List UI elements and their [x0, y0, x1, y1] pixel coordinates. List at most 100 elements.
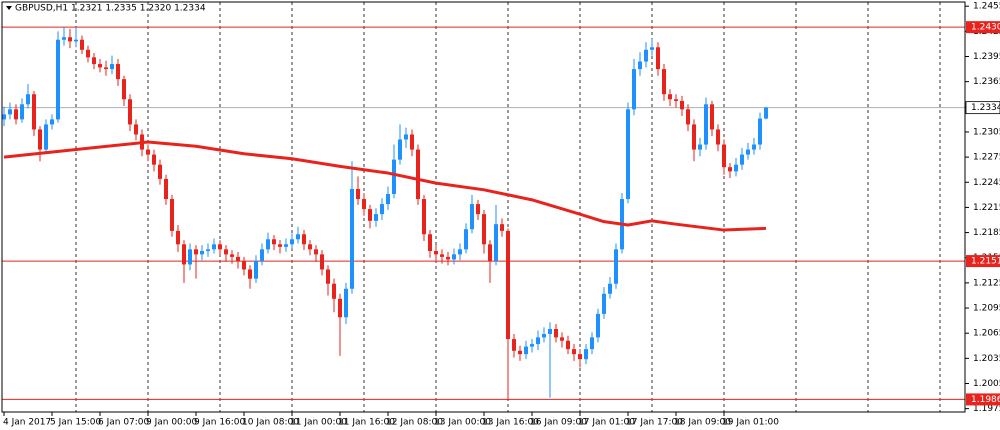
candle-body [32, 94, 36, 130]
x-tick-label: 18 Jan 09:00 [674, 418, 731, 428]
candle-body [302, 234, 306, 245]
candle-body [662, 69, 666, 95]
candle-body [626, 109, 630, 200]
y-tick-label: 1.2245 [973, 178, 1000, 188]
candle-body [578, 354, 582, 360]
x-tick-label: 9 Jan 16:00 [194, 418, 246, 428]
candle-body [518, 350, 522, 355]
y-tick-label: 1.2305 [973, 127, 1000, 137]
candle-body [560, 337, 564, 341]
candle-body [644, 49, 648, 62]
x-tick-label: 6 Jan 07:00 [98, 418, 150, 428]
candle-body [710, 104, 714, 130]
candle-body [266, 239, 270, 250]
candle-body [404, 134, 408, 140]
candle-body [38, 129, 42, 150]
candle-body [392, 159, 396, 195]
y-tick-label: 1.2215 [973, 203, 1000, 213]
candle-body [536, 337, 540, 345]
candle-body [728, 167, 732, 172]
candle-body [542, 334, 546, 338]
candle-body [470, 204, 474, 230]
candle-body [446, 256, 450, 260]
x-tick-label: 19 Jan 01:00 [722, 418, 779, 428]
candle-body [56, 39, 60, 120]
menu-icon[interactable] [6, 6, 12, 10]
candle-body [464, 229, 468, 250]
candle-body [716, 129, 720, 145]
candle-body [494, 224, 498, 262]
candle-body [314, 249, 318, 255]
candle-body [398, 139, 402, 160]
candle-body [368, 209, 372, 221]
candle-body [296, 234, 300, 240]
y-tick-label: 1.2005 [973, 379, 1000, 389]
candle-body [92, 57, 96, 65]
chart-title: GBPUSD,H1 1.2321 1.2335 1.2320 1.2334 [15, 4, 206, 14]
candle-body [602, 293, 606, 314]
candle-body [278, 244, 282, 247]
candle-body [374, 214, 378, 221]
candle-body [638, 61, 642, 70]
candle-body [608, 283, 612, 294]
candle-body [320, 254, 324, 270]
candle-body [572, 349, 576, 355]
candle-body [194, 249, 198, 255]
axes: 1.24551.24251.23951.23651.23351.23051.22… [3, 2, 1000, 428]
candle-body [554, 328, 558, 338]
candle-body [344, 288, 348, 318]
candle-body [416, 149, 420, 200]
moving-average [3, 140, 767, 232]
candle-body [362, 199, 366, 210]
x-tick-label: 13 Jan 16:00 [482, 418, 539, 428]
candle-body [290, 239, 294, 245]
level-label: 1.1986 [971, 395, 1000, 405]
candle-body [128, 99, 132, 125]
candle-body [164, 178, 168, 200]
candle-body [524, 346, 528, 355]
candle-body [80, 39, 84, 50]
x-tick-label: 13 Jan 00:00 [434, 418, 491, 428]
candle-body [110, 64, 114, 70]
candle-body [632, 69, 636, 110]
y-tick-label: 1.2455 [973, 2, 1000, 12]
level-label: 1.2430 [971, 23, 1000, 33]
candle-body [224, 249, 228, 255]
candle-body [596, 313, 600, 338]
candle-body [188, 249, 192, 265]
candle-body [674, 99, 678, 101]
candle-body [122, 79, 126, 100]
x-tick-label: 4 Jan 2017 [3, 418, 51, 428]
candle-body [590, 337, 594, 350]
candle-body [260, 249, 264, 262]
candle-body [566, 340, 570, 350]
candle-body [104, 67, 108, 70]
candle-body [752, 144, 756, 150]
candle-body [704, 104, 708, 145]
candle-body [218, 244, 222, 250]
candle-body [746, 149, 750, 155]
y-tick-label: 1.2035 [973, 354, 1000, 364]
x-tick-label: 16 Jan 09:00 [530, 418, 587, 428]
candle-body [68, 37, 72, 42]
candle-body [158, 164, 162, 179]
candle-body [86, 49, 90, 58]
candle-body [410, 134, 414, 150]
marks [2, 26, 965, 400]
candle-body [284, 244, 288, 247]
candle-body [380, 204, 384, 215]
candle-body [650, 47, 654, 50]
candle-body [668, 94, 672, 100]
candle-body [482, 214, 486, 245]
candle-body [2, 114, 6, 120]
level-label-bg [966, 393, 1000, 406]
candle-body [512, 339, 516, 351]
candle-body [680, 100, 684, 110]
candle-body [740, 154, 744, 165]
candle-body [254, 261, 258, 279]
candle-body [8, 109, 12, 115]
candle-body [272, 239, 276, 245]
